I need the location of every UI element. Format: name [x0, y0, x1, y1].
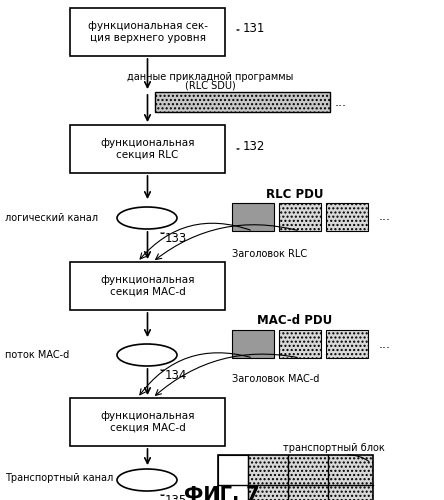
Text: Транспортный канал: Транспортный канал	[5, 473, 113, 483]
Bar	[279, 203, 321, 231]
Text: RLC PDU: RLC PDU	[266, 188, 324, 202]
Ellipse shape	[117, 469, 177, 491]
Text: функциональная
секция MAC-d: функциональная секция MAC-d	[100, 411, 195, 433]
Text: логический канал: логический канал	[5, 213, 98, 223]
Text: функциональная сек-
ция верхнего уровня: функциональная сек- ция верхнего уровня	[87, 21, 207, 43]
Bar	[70, 125, 225, 173]
Text: функциональная
секция MAC-d: функциональная секция MAC-d	[100, 275, 195, 297]
Bar	[155, 92, 330, 112]
Text: MAC-d PDU: MAC-d PDU	[258, 314, 333, 326]
Text: данные прикладной программы: данные прикладной программы	[127, 72, 293, 82]
Text: транспортный блок: транспортный блок	[283, 443, 385, 453]
Text: 134: 134	[165, 369, 187, 382]
Ellipse shape	[117, 344, 177, 366]
Bar	[326, 203, 368, 231]
Text: 131: 131	[243, 22, 266, 35]
Text: (RLC SDU): (RLC SDU)	[185, 80, 235, 90]
Text: ...: ...	[335, 96, 347, 108]
Ellipse shape	[117, 207, 177, 229]
Bar	[70, 398, 225, 446]
Text: ...: ...	[379, 338, 391, 350]
Bar	[232, 330, 274, 358]
Text: ...: ...	[379, 210, 391, 224]
Text: Заголовок MAC-d: Заголовок MAC-d	[232, 374, 319, 384]
Text: ФИГ. 7: ФИГ. 7	[184, 486, 260, 500]
Text: 135: 135	[165, 494, 187, 500]
Bar	[218, 455, 248, 500]
Bar	[70, 8, 225, 56]
Bar	[232, 203, 274, 231]
Text: Заголовок RLC: Заголовок RLC	[232, 249, 307, 259]
Text: 132: 132	[243, 140, 266, 153]
Bar	[279, 330, 321, 358]
Text: функциональная
секция RLC: функциональная секция RLC	[100, 138, 195, 160]
Text: 133: 133	[165, 232, 187, 245]
Text: поток MAC-d: поток MAC-d	[5, 350, 69, 360]
Bar	[70, 262, 225, 310]
Bar	[326, 330, 368, 358]
Bar	[218, 455, 373, 500]
